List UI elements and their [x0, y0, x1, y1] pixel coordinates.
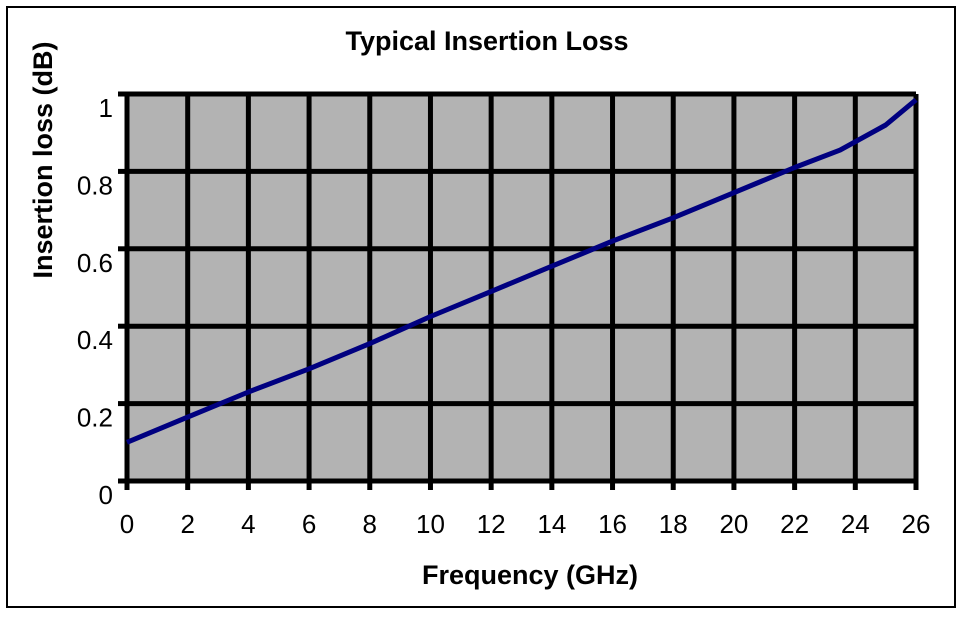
x-tick-label: 14 — [537, 509, 566, 539]
x-tick-label: 20 — [719, 509, 748, 539]
y-axis-label: Insertion loss (dB) — [28, 41, 58, 278]
x-tick-label: 22 — [780, 509, 809, 539]
series-layer — [126, 97, 918, 445]
x-tick-label: 2 — [180, 509, 194, 539]
x-tick-label: 26 — [902, 509, 931, 539]
horizontal-gridlines — [127, 91, 916, 407]
y-tick-label: 1 — [99, 93, 113, 123]
x-tick-label: 18 — [659, 509, 688, 539]
y-tick-label: 0.8 — [77, 170, 113, 200]
y-tick-label: 0 — [99, 480, 113, 510]
y-tick-label: 0.6 — [77, 248, 113, 278]
x-tick-label: 24 — [841, 509, 870, 539]
x-axis-label: Frequency (GHz) — [422, 560, 638, 590]
x-tick-label: 4 — [241, 509, 255, 539]
y-axis — [118, 91, 130, 484]
x-tick-labels: 0 2 4 6 8 10 12 14 16 18 20 22 24 26 — [120, 509, 931, 539]
x-tick-label: 10 — [416, 509, 445, 539]
x-tick-label: 8 — [363, 509, 377, 539]
plot-area — [127, 94, 916, 481]
y-tick-labels: 0 0.2 0.4 0.6 0.8 1 — [77, 93, 113, 510]
chart-title: Typical Insertion Loss — [345, 26, 628, 56]
x-tick-label: 6 — [302, 509, 316, 539]
y-tick-label: 0.2 — [77, 403, 113, 433]
x-tick-label: 12 — [477, 509, 506, 539]
x-tick-label: 0 — [120, 509, 134, 539]
insertion-loss-line — [126, 97, 918, 445]
x-tick-label: 16 — [598, 509, 627, 539]
y-tick-label: 0.4 — [77, 325, 113, 355]
x-axis — [124, 478, 919, 490]
